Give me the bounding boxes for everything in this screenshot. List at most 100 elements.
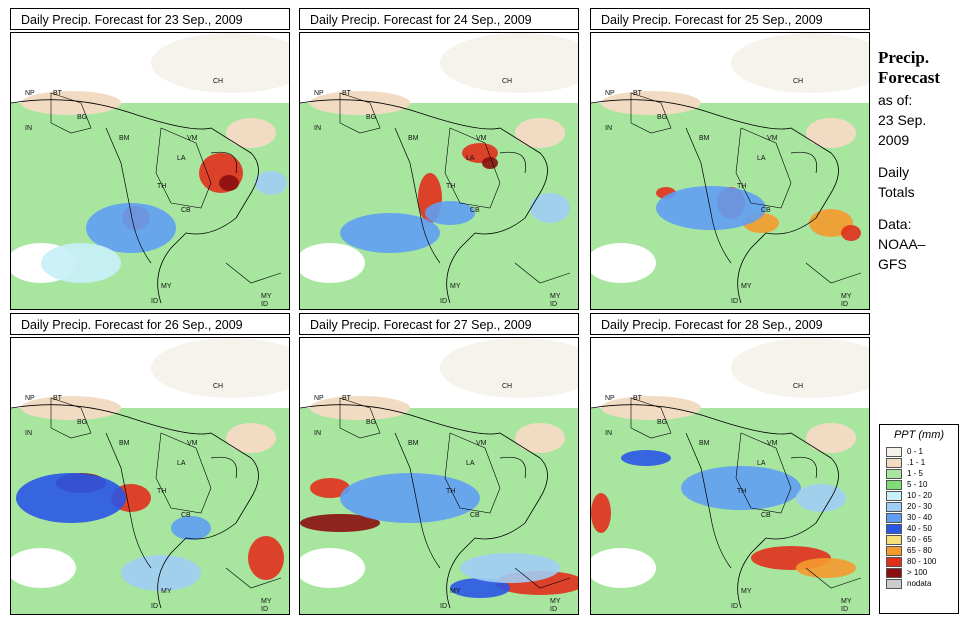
caption-daily: Daily (878, 164, 910, 180)
legend-swatch (886, 578, 902, 589)
legend-label: nodata (907, 579, 932, 588)
country-label: IN (605, 430, 612, 437)
panel-title: Daily Precip. Forecast for 24 Sep., 2009 (299, 8, 579, 30)
country-label: LA (757, 155, 766, 162)
country-label: ID (731, 603, 738, 610)
country-label: MY (161, 588, 172, 595)
country-label: ID (261, 301, 268, 308)
country-label: CH (213, 78, 224, 85)
country-label: LA (466, 460, 475, 467)
country-label: VM (187, 135, 198, 142)
country-label: ID (731, 298, 738, 305)
country-label: BT (342, 90, 351, 97)
legend-item: nodata (886, 578, 958, 589)
panel-title: Daily Precip. Forecast for 27 Sep., 2009 (299, 313, 579, 335)
legend-item: > 100 (886, 567, 958, 578)
country-label: NP (25, 395, 35, 402)
legend-item: 50 - 65 (886, 534, 958, 545)
legend-swatch (886, 479, 902, 490)
precip-map: NP BT BG IN CH BM VM LA TH CB MY ID MY ID (299, 337, 579, 615)
legend-swatch (886, 567, 902, 578)
legend-label: .1 - 1 (907, 458, 926, 467)
country-label: IN (314, 430, 321, 437)
country-label: BT (53, 395, 62, 402)
caption-date-line2: 2009 (878, 132, 910, 148)
legend-item: 65 - 80 (886, 545, 958, 556)
country-label: CH (502, 383, 513, 390)
country-label: LA (177, 155, 186, 162)
legend-item: 10 - 20 (886, 490, 958, 501)
country-label: LA (466, 155, 475, 162)
country-label: MY (841, 293, 852, 300)
country-label: ID (550, 606, 557, 613)
country-label: ID (550, 301, 557, 308)
legend-label: > 100 (907, 568, 928, 577)
legend-swatch (886, 545, 902, 556)
country-label: CB (470, 207, 480, 214)
caption-noaa: NOAA– (878, 236, 926, 252)
country-label: MY (741, 588, 752, 595)
country-label: CB (761, 512, 771, 519)
country-label: CH (793, 78, 804, 85)
country-label: LA (757, 460, 766, 467)
country-label: CH (502, 78, 513, 85)
country-label: VM (476, 135, 487, 142)
precip-map: NP BT BG IN CH BM VM LA TH CB MY ID MY ID (590, 337, 870, 615)
country-label: CH (213, 383, 224, 390)
legend-label: 65 - 80 (907, 546, 932, 555)
legend-swatch (886, 468, 902, 479)
legend-label: 80 - 100 (907, 557, 937, 566)
country-label: NP (25, 90, 35, 97)
legend-label: 20 - 30 (907, 502, 932, 511)
legend-swatch (886, 534, 902, 545)
country-label: IN (605, 125, 612, 132)
country-label: BM (699, 440, 710, 447)
country-label: BG (366, 114, 377, 121)
country-label: ID (440, 603, 447, 610)
precip-map: NP BT BG IN CH BM VM LA TH CB MY ID MY ID (299, 32, 579, 310)
country-label: CB (181, 207, 191, 214)
country-label: BM (408, 440, 419, 447)
country-label: TH (157, 488, 167, 495)
country-label: ID (151, 603, 158, 610)
country-label: NP (605, 395, 615, 402)
country-label: CB (761, 207, 771, 214)
country-label: VM (476, 440, 487, 447)
country-label: ID (841, 606, 848, 613)
legend-swatch (886, 523, 902, 534)
precip-map: NP BT BG IN CH BM VM LA TH CB MY ID MY ID (10, 32, 290, 310)
legend-label: 40 - 50 (907, 524, 932, 533)
panel-title: Daily Precip. Forecast for 23 Sep., 2009 (10, 8, 290, 30)
legend-label: 30 - 40 (907, 513, 932, 522)
country-label: BT (342, 395, 351, 402)
country-label: BG (366, 419, 377, 426)
country-label: VM (187, 440, 198, 447)
country-label: MY (450, 283, 461, 290)
legend-swatch (886, 501, 902, 512)
country-label: MY (161, 283, 172, 290)
legend-item: 20 - 30 (886, 501, 958, 512)
country-label: ID (151, 298, 158, 305)
country-label: MY (261, 598, 272, 605)
country-label: VM (767, 440, 778, 447)
caption-gfs: GFS (878, 256, 907, 272)
country-label: MY (550, 293, 561, 300)
country-label: ID (841, 301, 848, 308)
caption-date-line1: 23 Sep. (878, 112, 927, 128)
country-label: BT (633, 90, 642, 97)
precip-map: NP BT BG IN CH BM VM LA TH CB MY ID MY ID (10, 337, 290, 615)
country-label: VM (767, 135, 778, 142)
country-label: TH (446, 183, 456, 190)
ppt-legend: PPT (mm) 0 - 1 .1 - 1 1 - 5 5 - 10 10 - 20 20… (879, 424, 959, 614)
country-label: TH (737, 183, 747, 190)
legend-item: 0 - 1 (886, 446, 958, 457)
legend-item: .1 - 1 (886, 457, 958, 468)
country-label: MY (841, 598, 852, 605)
legend-item: 30 - 40 (886, 512, 958, 523)
legend-item: 5 - 10 (886, 479, 958, 490)
legend-swatch (886, 556, 902, 567)
legend-label: 0 - 1 (907, 447, 924, 456)
country-label: MY (741, 283, 752, 290)
country-label: BG (77, 114, 88, 121)
country-label: MY (261, 293, 272, 300)
